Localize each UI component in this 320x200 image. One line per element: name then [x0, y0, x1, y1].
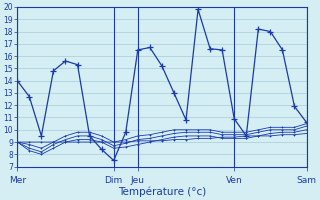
X-axis label: Température (°c): Température (°c)	[118, 186, 206, 197]
